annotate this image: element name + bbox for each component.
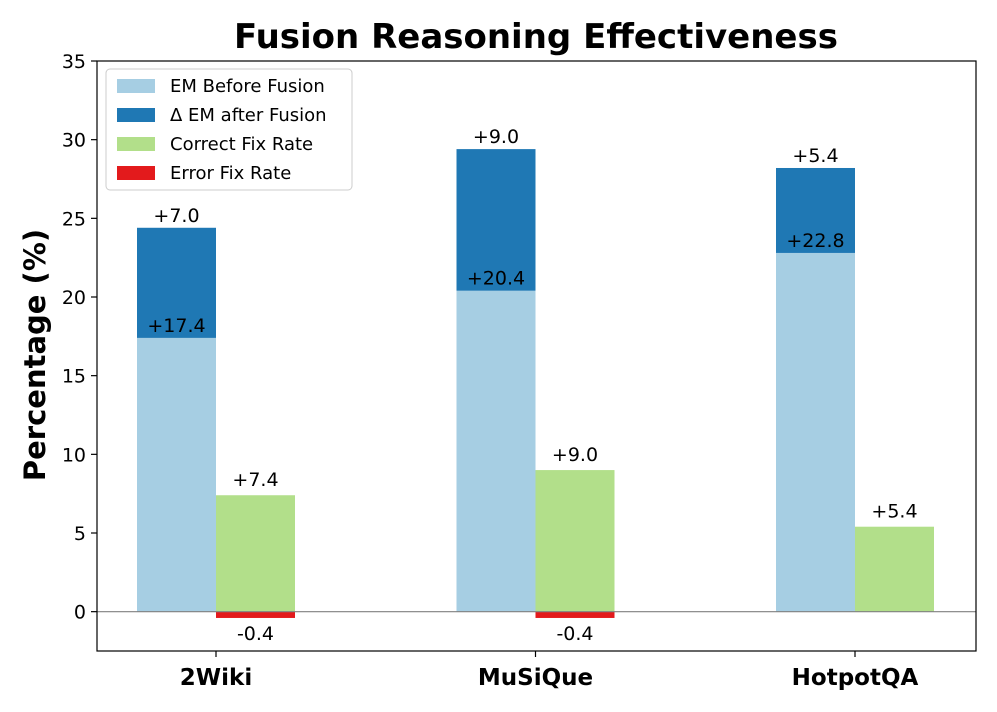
legend-label: EM Before Fusion — [170, 76, 325, 97]
x-axis: 2Wiki MuSiQue HotpotQA — [180, 651, 919, 691]
data-label: +5.4 — [792, 145, 838, 167]
bar-error-fix-rate — [535, 611, 615, 618]
bar-em-before-fusion — [456, 290, 536, 612]
data-label: -0.4 — [237, 623, 274, 645]
x-tick-label: HotpotQA — [792, 665, 919, 691]
bar-correct-fix-rate — [535, 470, 615, 612]
x-tick-label: MuSiQue — [478, 665, 593, 691]
plot-frame — [96, 60, 977, 652]
x-tick-label: 2Wiki — [180, 665, 252, 691]
bars — [137, 149, 934, 618]
legend-swatch — [117, 166, 155, 180]
y-tick-label: 15 — [62, 366, 86, 388]
y-tick-label: 0 — [74, 602, 86, 624]
data-label: +9.0 — [473, 126, 519, 148]
legend-swatch — [117, 108, 155, 122]
legend: EM Before Fusion Δ EM after Fusion Correct… — [105, 68, 353, 191]
legend-swatch — [117, 79, 155, 93]
data-label: +20.4 — [467, 268, 525, 290]
data-label: +9.0 — [552, 444, 598, 466]
data-label: +22.8 — [786, 230, 844, 252]
bar-correct-fix-rate — [855, 526, 934, 612]
bar-delta-em-after-fusion — [776, 167, 855, 253]
bar-em-before-fusion — [137, 337, 216, 612]
y-tick-label: 10 — [62, 444, 86, 466]
legend-swatch — [117, 137, 155, 151]
data-label: +7.4 — [232, 469, 278, 491]
bar-error-fix-rate — [216, 611, 295, 618]
legend-label: Δ EM after Fusion — [170, 105, 327, 126]
legend-box — [105, 68, 353, 191]
bar-delta-em-after-fusion — [456, 149, 536, 291]
y-tick-label: 30 — [62, 130, 86, 152]
y-tick-label: 5 — [74, 523, 86, 545]
data-label: +17.4 — [147, 315, 205, 337]
data-label: +7.0 — [153, 205, 199, 227]
y-tick-label: 35 — [62, 51, 86, 73]
bar-delta-em-after-fusion — [137, 227, 216, 338]
y-tick-label: 20 — [62, 287, 86, 309]
legend-label: Error Fix Rate — [170, 163, 291, 184]
legend-label: Correct Fix Rate — [170, 134, 313, 155]
chart-title: Fusion Reasoning Effectiveness — [234, 17, 838, 57]
data-labels: +17.4 +7.0 +7.4 -0.4 +20.4 +9.0 +9.0 -0.4 +22.8 +… — [147, 126, 917, 645]
y-tick-label: 25 — [62, 208, 86, 230]
data-label: +5.4 — [871, 501, 917, 523]
bar-correct-fix-rate — [216, 495, 295, 612]
y-axis-label: Percentage (%) — [18, 229, 52, 481]
data-label: -0.4 — [556, 623, 593, 645]
y-axis: 0 5 10 15 20 25 30 35 — [62, 51, 97, 624]
bar-em-before-fusion — [776, 252, 855, 612]
